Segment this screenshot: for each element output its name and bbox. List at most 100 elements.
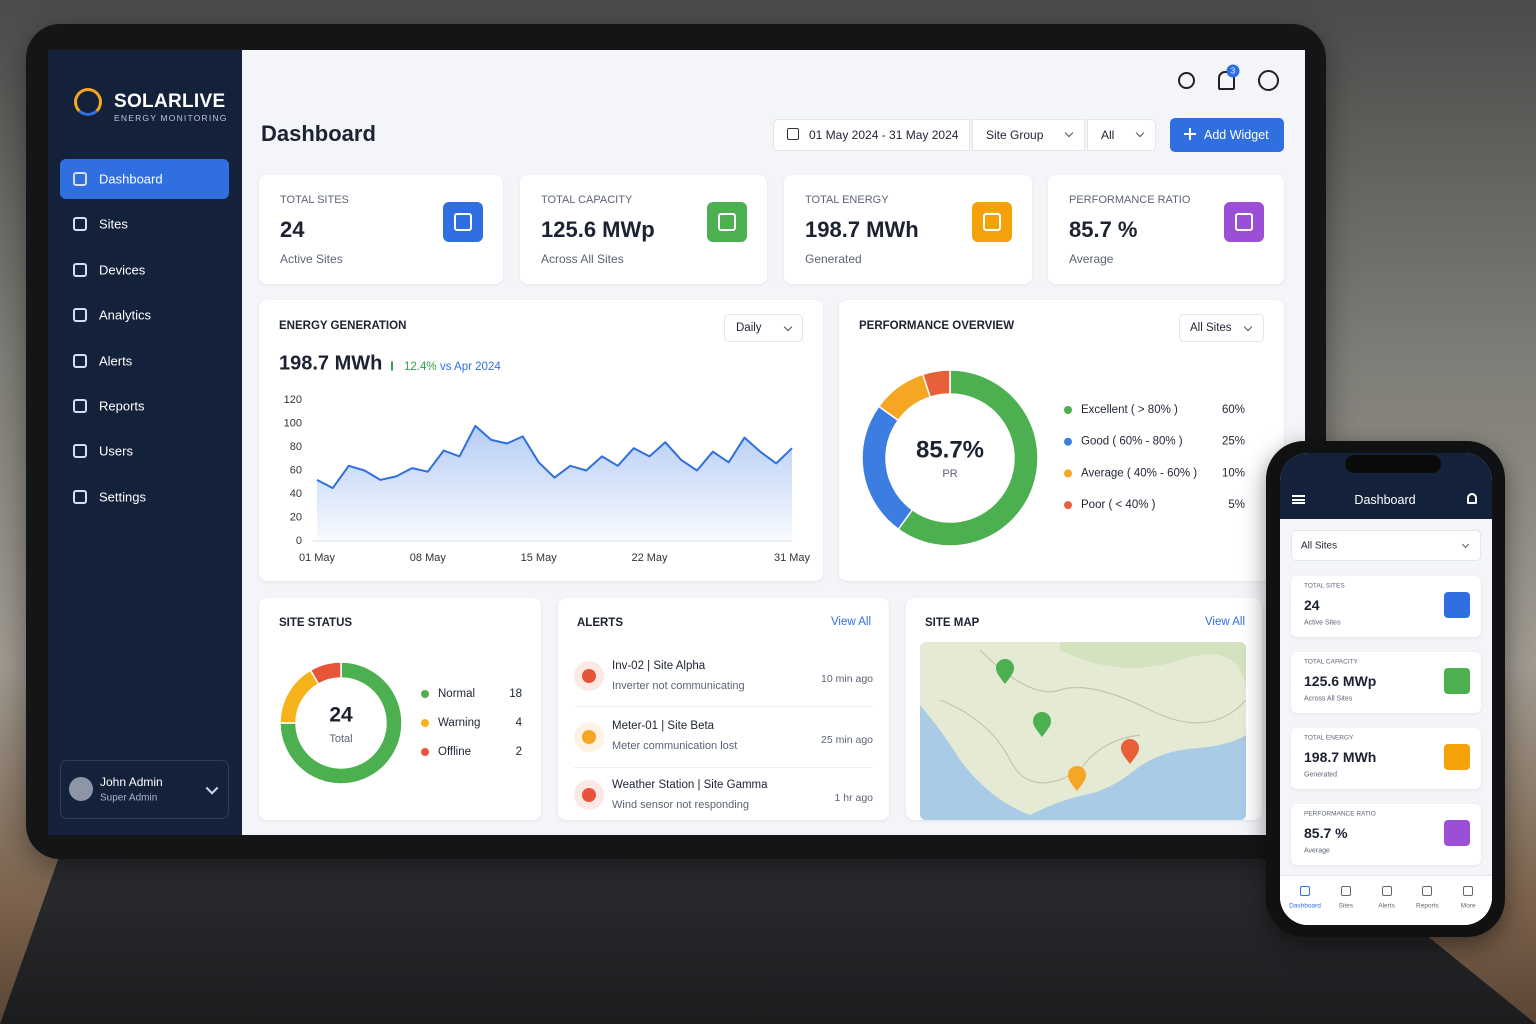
kpi-icon-glyph <box>983 213 1001 231</box>
phone-kpi-icon <box>1444 668 1470 694</box>
tab-label[interactable]: More <box>1460 902 1476 910</box>
tab-icon <box>1300 886 1310 896</box>
map-view-all[interactable]: View All <box>1204 616 1245 628</box>
user-box[interactable] <box>60 760 229 819</box>
kpi-label: PERFORMANCE RATIO <box>1069 194 1191 206</box>
alerts-view-all[interactable]: View All <box>830 616 871 628</box>
phone-notch <box>1345 455 1441 473</box>
kpi-icon <box>1224 202 1264 242</box>
alert-title[interactable]: Inv-02 | Site Alpha <box>612 660 706 672</box>
tab-icon <box>1381 886 1392 896</box>
user-role: Super Admin <box>100 792 158 804</box>
nav-icon <box>73 217 87 232</box>
performance-card <box>839 300 1284 581</box>
phone-kpi-icon <box>1444 592 1470 618</box>
kpi-label: TOTAL SITES <box>280 194 349 206</box>
phone-kpi-value: 24 <box>1304 597 1320 613</box>
alert-message: Meter communication lost <box>612 740 738 752</box>
sites-filter: All Sites <box>1190 322 1232 334</box>
phone-kpi-sub: Average <box>1304 847 1330 855</box>
phone-title: Dashboard <box>1354 493 1416 507</box>
date-picker[interactable] <box>773 119 970 151</box>
chart-title: SITE STATUS <box>279 617 353 629</box>
alert-time: 10 min ago <box>821 673 873 685</box>
alert-icon <box>582 669 596 683</box>
user-name: John Admin <box>100 775 163 789</box>
menu-icon-mid <box>1292 499 1305 501</box>
site-status-card <box>259 598 541 820</box>
kpi-value: 85.7 % <box>1069 217 1138 242</box>
site-group: Site Group <box>986 128 1044 142</box>
kpi-icon-glyph <box>718 213 736 231</box>
alert-message: Wind sensor not responding <box>612 799 749 811</box>
nav-icon <box>73 172 87 186</box>
phone-kpi-value: 198.7 MWh <box>1304 749 1377 765</box>
date-range: 01 May 2024 - 31 May 2024 <box>809 128 959 142</box>
energy-total: 198.7 MWh <box>279 352 383 375</box>
phone-kpi-icon <box>1444 820 1470 846</box>
tab-label[interactable]: Dashboard <box>1289 902 1321 910</box>
filter-select[interactable] <box>1087 119 1156 151</box>
nav-icon <box>73 489 87 504</box>
map-title: SITE MAP <box>925 617 980 629</box>
kpi-label: TOTAL CAPACITY <box>541 194 633 206</box>
nav-item[interactable]: Settings <box>99 489 146 505</box>
alert-message: Inverter not communicating <box>612 680 745 692</box>
tab-icon <box>1422 886 1433 896</box>
alert-divider <box>574 706 873 707</box>
phone-kpi-sub: Generated <box>1304 771 1338 779</box>
profile-icon[interactable] <box>1258 70 1279 91</box>
sites-select[interactable] <box>1179 314 1264 342</box>
nav-icon <box>73 308 87 323</box>
nav-item[interactable]: Dashboard <box>99 171 163 187</box>
chart-title: ENERGY GENERATION <box>279 320 407 332</box>
site-map-card <box>906 598 1262 820</box>
kpi-value: 24 <box>280 217 305 242</box>
kpi-sub: Across All Sites <box>541 252 624 266</box>
phone-filter[interactable] <box>1291 530 1481 561</box>
period-select[interactable] <box>724 314 803 342</box>
nav-item[interactable]: Reports <box>99 398 145 414</box>
energy-card <box>259 300 823 581</box>
alert-title[interactable]: Weather Station | Site Gamma <box>612 779 768 791</box>
alert-title[interactable]: Meter-01 | Site Beta <box>612 720 715 732</box>
alerts-title: ALERTS <box>577 617 623 629</box>
alert-divider <box>574 767 873 768</box>
filter: All <box>1101 128 1115 142</box>
kpi-icon-glyph <box>454 213 472 231</box>
kpi-value: 198.7 MWh <box>805 217 919 242</box>
kpi-sub: Average <box>1069 252 1114 266</box>
page-title: Dashboard <box>261 121 376 146</box>
tab-label[interactable]: Reports <box>1416 902 1439 910</box>
alert-time: 1 hr ago <box>834 792 873 804</box>
nav-item[interactable]: Analytics <box>99 307 152 323</box>
phone-kpi-value: 85.7 % <box>1304 825 1348 841</box>
menu-icon[interactable] <box>1292 495 1305 504</box>
kpi-icon <box>443 202 483 242</box>
kpi-icon <box>707 202 747 242</box>
phone-kpi-icon <box>1444 744 1470 770</box>
phone-kpi-label: TOTAL ENERGY <box>1304 734 1354 742</box>
site-group-select[interactable] <box>972 119 1085 151</box>
brand-name: SOLARLIVE <box>114 91 226 112</box>
kpi-value: 125.6 MWp <box>541 217 655 242</box>
tab-label[interactable]: Sites <box>1338 902 1354 910</box>
add-widget[interactable]: Add Widget <box>1204 128 1269 142</box>
phone-tab-bar <box>1280 875 1492 925</box>
chart-title: PERFORMANCE OVERVIEW <box>859 320 1015 332</box>
nav-item[interactable]: Alerts <box>99 353 133 369</box>
phone-kpi-value: 125.6 MWp <box>1304 673 1377 689</box>
nav-item[interactable]: Users <box>99 443 133 459</box>
tab-icon <box>1340 886 1351 896</box>
kpi-icon <box>972 202 1012 242</box>
phone-bell[interactable] <box>1467 493 1477 504</box>
add-widget-plus <box>1189 128 1191 140</box>
nav-icon <box>73 353 87 368</box>
nav-icon <box>73 399 87 413</box>
nav-item[interactable]: Devices <box>99 262 146 278</box>
tab-label[interactable]: Alerts <box>1378 902 1395 910</box>
tab-icon <box>1463 886 1474 896</box>
nav-item[interactable]: Sites <box>99 216 128 232</box>
search-icon[interactable] <box>1178 72 1195 89</box>
